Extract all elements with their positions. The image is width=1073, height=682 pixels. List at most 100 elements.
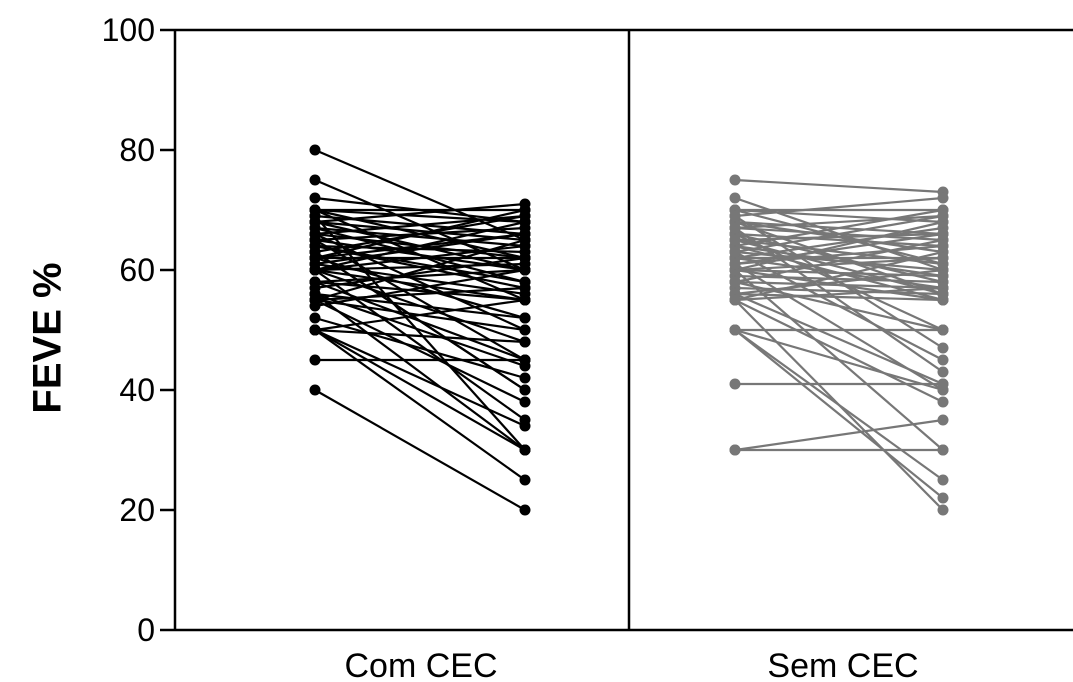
data-point: [519, 324, 531, 336]
paired-line: [314, 208, 526, 224]
data-point: [729, 234, 741, 246]
data-point: [729, 246, 741, 258]
paired-line: [314, 328, 526, 344]
category-label-sem-cec: Sem CEC: [767, 647, 918, 682]
data-point: [729, 222, 741, 234]
data-point: [937, 444, 949, 456]
category-label-com-cec: Com CEC: [344, 647, 497, 682]
paired-line: [314, 202, 526, 224]
paired-line: [314, 389, 526, 511]
paired-line: [734, 214, 944, 254]
data-point: [309, 288, 321, 300]
data-point: [937, 396, 949, 408]
paired-line: [314, 329, 526, 481]
data-point: [309, 264, 321, 276]
data-point: [937, 324, 949, 336]
data-point: [937, 192, 949, 204]
y-tick-label: 40: [119, 372, 155, 408]
data-point: [519, 252, 531, 264]
data-point: [519, 420, 531, 432]
paired-line: [734, 227, 944, 373]
paired-line: [734, 299, 944, 511]
data-point: [309, 276, 321, 288]
paired-line: [734, 292, 944, 386]
data-point: [309, 312, 321, 324]
y-tick-label: 0: [137, 612, 155, 648]
paired-line: [734, 268, 944, 278]
paired-line: [314, 262, 526, 272]
data-point: [309, 144, 321, 156]
paired-line: [734, 418, 944, 452]
y-tick-label: 60: [119, 252, 155, 288]
data-point: [519, 240, 531, 252]
data-point: [519, 474, 531, 486]
data-point: [519, 264, 531, 276]
paired-line: [734, 328, 944, 392]
paired-line: [734, 232, 944, 248]
data-point: [309, 228, 321, 240]
data-point: [729, 258, 741, 270]
data-point: [937, 414, 949, 426]
data-point: [937, 342, 949, 354]
paired-line: [314, 244, 526, 284]
y-axis-label: FEVE %: [26, 262, 70, 413]
data-point: [519, 204, 531, 216]
data-point: [729, 192, 741, 204]
data-point: [937, 288, 949, 300]
data-point: [729, 324, 741, 336]
paired-line: [734, 196, 944, 218]
paired-line: [734, 232, 944, 266]
paired-line: [734, 220, 944, 272]
data-point: [937, 228, 949, 240]
paired-line: [314, 251, 526, 391]
data-point: [519, 312, 531, 324]
data-point: [309, 174, 321, 186]
data-point: [937, 474, 949, 486]
data-point: [729, 174, 741, 186]
paired-line: [314, 208, 526, 260]
paired-line: [734, 280, 944, 290]
paired-line: [314, 298, 526, 332]
data-point: [309, 300, 321, 312]
data-point: [729, 210, 741, 222]
paired-line: [734, 208, 944, 266]
data-point: [309, 192, 321, 204]
paired-line: [734, 286, 944, 302]
paired-line: [734, 178, 944, 194]
data-point: [937, 270, 949, 282]
data-point: [937, 504, 949, 516]
paired-line: [314, 244, 526, 272]
y-tick-label: 20: [119, 492, 155, 528]
data-point: [309, 324, 321, 336]
data-point: [937, 252, 949, 264]
plot-lines: [314, 148, 944, 511]
y-ticks: 0 20 40 60 80 100: [102, 12, 175, 648]
data-point: [937, 354, 949, 366]
paired-line: [314, 329, 526, 451]
data-point: [519, 372, 531, 384]
data-point: [937, 378, 949, 390]
paired-line: [314, 293, 526, 451]
data-point: [937, 210, 949, 222]
data-point: [937, 492, 949, 504]
data-point: [937, 366, 949, 378]
paired-line: [734, 292, 944, 302]
paired-line: [314, 268, 526, 284]
data-point: [729, 294, 741, 306]
data-point: [519, 228, 531, 240]
paired-line: [314, 299, 526, 403]
paired-line: [734, 220, 944, 236]
paired-line: [314, 256, 526, 290]
data-point: [729, 378, 741, 390]
paired-line: [734, 250, 944, 302]
data-point: [519, 384, 531, 396]
paired-line: [734, 274, 944, 284]
paired-line: [734, 214, 944, 230]
paired-line: [734, 215, 944, 349]
data-point: [309, 384, 321, 396]
data-point: [519, 504, 531, 516]
data-point: [519, 396, 531, 408]
data-point: [519, 276, 531, 288]
y-tick-label: 100: [102, 12, 155, 48]
